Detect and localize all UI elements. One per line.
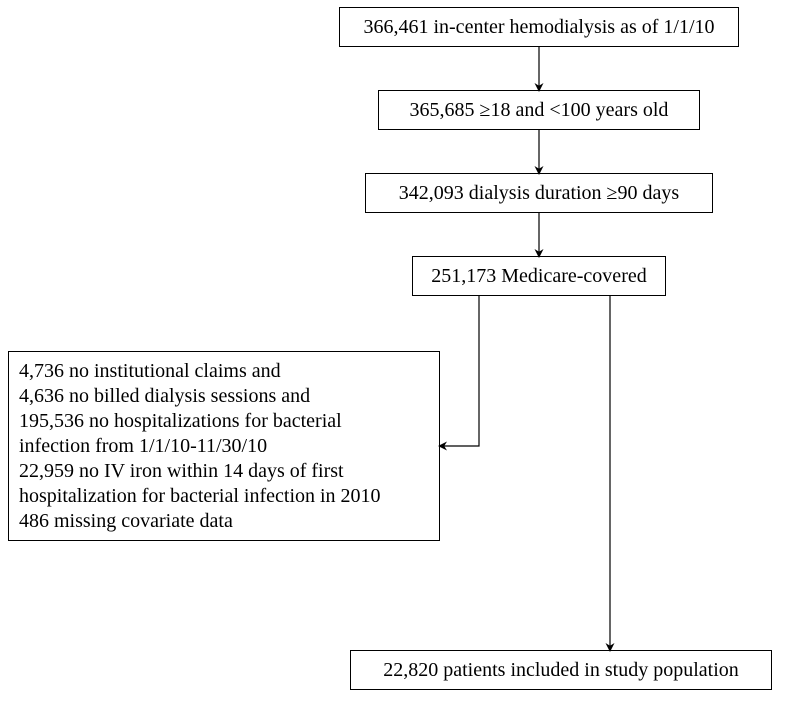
flow-node-n2: 365,685 ≥18 and <100 years old [378,90,700,130]
flow-node-n4: 251,173 Medicare-covered [412,256,666,296]
flow-node-n6-text: 22,820 patients included in study popula… [383,658,739,683]
flow-node-n5-text: 4,736 no institutional claims and 4,636 … [19,359,381,534]
flow-node-n3: 342,093 dialysis duration ≥90 days [365,173,713,213]
flow-node-n3-text: 342,093 dialysis duration ≥90 days [399,181,679,206]
flow-node-n1-text: 366,461 in-center hemodialysis as of 1/1… [363,15,714,40]
flow-node-n4-text: 251,173 Medicare-covered [431,264,646,289]
flow-node-n6: 22,820 patients included in study popula… [350,650,772,690]
flow-node-n1: 366,461 in-center hemodialysis as of 1/1… [339,7,739,47]
flow-edge-n4-n5 [440,296,479,446]
flow-node-n5: 4,736 no institutional claims and 4,636 … [8,351,440,541]
flow-node-n2-text: 365,685 ≥18 and <100 years old [410,98,669,123]
